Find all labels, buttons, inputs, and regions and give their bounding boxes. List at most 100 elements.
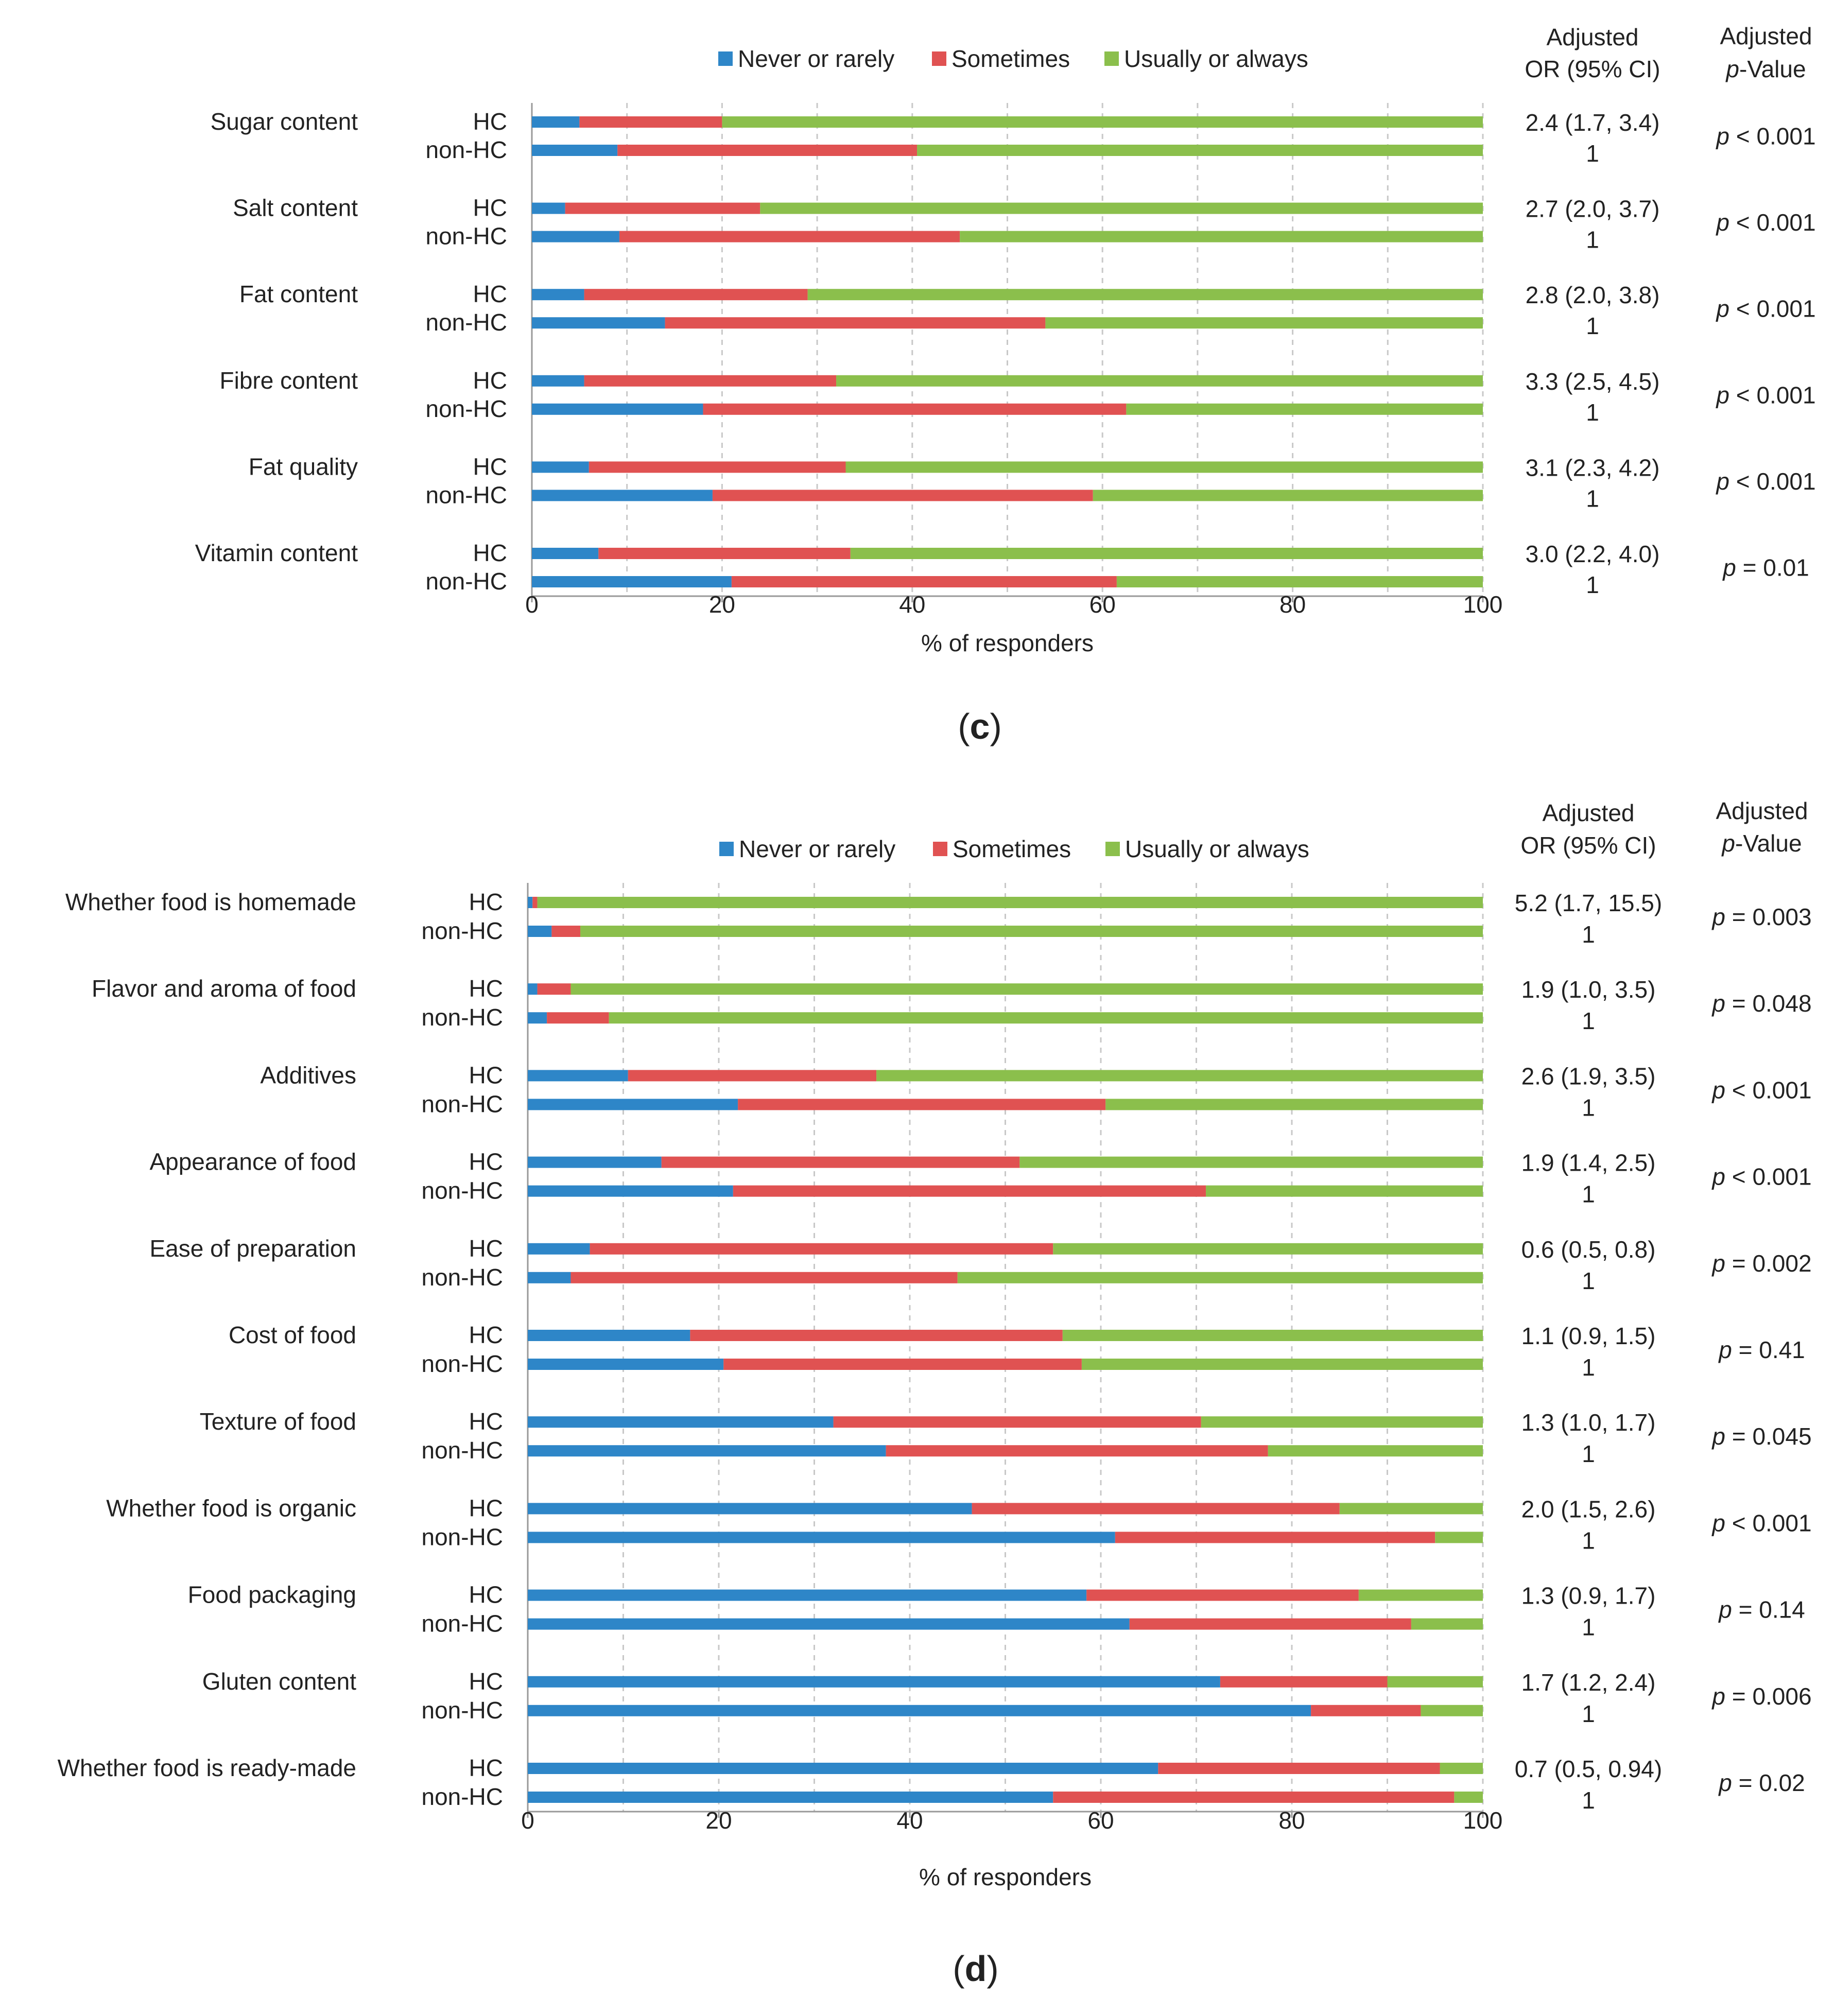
bar-nonhc-usually xyxy=(1105,1099,1483,1110)
category-label: Whether food is ready-made xyxy=(58,1754,356,1781)
bar-nonhc-never xyxy=(528,1099,738,1110)
group-label-hc: HC xyxy=(473,108,507,135)
group-label-nonhc: non-HC xyxy=(425,568,507,595)
bar-hc-usually xyxy=(807,289,1483,301)
category-label: Fat quality xyxy=(249,453,358,480)
bar-hc-sometimes xyxy=(532,897,538,908)
category-label: Gluten content xyxy=(202,1668,356,1695)
bar-hc-sometimes xyxy=(590,1243,1053,1255)
p-value-number: = 0.01 xyxy=(1736,554,1809,581)
bar-nonhc-usually xyxy=(1435,1532,1483,1543)
p-value-number: = 0.048 xyxy=(1725,990,1812,1017)
bar-nonhc-usually xyxy=(580,926,1483,937)
legend-label-sometimes: Sometimes xyxy=(953,836,1071,862)
or-value: 0.6 (0.5, 0.8) xyxy=(1521,1236,1656,1263)
bar-hc-usually xyxy=(570,983,1483,995)
bar-nonhc-never xyxy=(532,145,618,156)
p-value: p < 0.001 xyxy=(1715,381,1815,408)
x-tick-label: 20 xyxy=(709,591,735,618)
group-label-nonhc: non-HC xyxy=(425,136,507,163)
bar-nonhc-sometimes xyxy=(703,403,1127,415)
or-reference: 1 xyxy=(1582,1007,1595,1034)
p-value: p = 0.41 xyxy=(1718,1336,1805,1363)
or-header-line1: Adjusted xyxy=(1542,800,1634,826)
bar-nonhc-sometimes xyxy=(733,1185,1206,1197)
p-value: p < 0.001 xyxy=(1715,209,1815,236)
x-tick-label: 60 xyxy=(1087,1807,1114,1834)
bar-hc-sometimes xyxy=(565,202,760,214)
or-header-line2: OR (95% CI) xyxy=(1520,832,1656,859)
bar-nonhc-sometimes xyxy=(665,317,1046,329)
bar-nonhc-never xyxy=(528,1792,1053,1803)
bar-hc-never xyxy=(528,897,533,908)
group-label-nonhc: non-HC xyxy=(421,1090,503,1117)
gridlines xyxy=(622,883,1484,1812)
bar-hc-usually xyxy=(1339,1503,1483,1515)
bar-hc-never xyxy=(532,548,599,559)
or-header-line2: OR (95% CI) xyxy=(1525,56,1660,82)
group-label-hc: HC xyxy=(469,975,503,1002)
p-header-line1: Adjusted xyxy=(1716,797,1808,824)
bar-nonhc-usually xyxy=(1454,1792,1483,1803)
legend-swatch-sometimes xyxy=(933,842,947,856)
p-value-number: < 0.001 xyxy=(1725,1076,1812,1103)
p-value: p < 0.001 xyxy=(1715,123,1815,150)
bar-nonhc-sometimes xyxy=(723,1359,1082,1370)
group-label-hc: HC xyxy=(473,367,507,394)
p-value-number: = 0.002 xyxy=(1725,1250,1812,1277)
bar-nonhc-sometimes xyxy=(886,1445,1268,1457)
or-reference: 1 xyxy=(1582,1527,1595,1554)
p-value-symbol: p xyxy=(1718,1596,1732,1623)
gridlines xyxy=(626,103,1484,596)
bar-nonhc-usually xyxy=(1206,1185,1483,1197)
group-label-nonhc: non-HC xyxy=(421,1523,503,1550)
bar-nonhc-usually xyxy=(1093,490,1483,501)
bar-nonhc-usually xyxy=(960,231,1483,242)
legend: Never or rarely Sometimes Usually or alway… xyxy=(719,836,1309,862)
bar-hc-sometimes xyxy=(690,1330,1063,1341)
bar-nonhc-never xyxy=(528,1445,886,1457)
p-value-symbol: p xyxy=(1718,1769,1732,1796)
category-label: Whether food is organic xyxy=(106,1494,356,1521)
x-tick-label: 40 xyxy=(896,1807,923,1834)
or-reference: 1 xyxy=(1586,399,1599,426)
or-value: 1.3 (1.0, 1.7) xyxy=(1521,1409,1656,1436)
bar-hc-never xyxy=(528,1763,1158,1774)
x-tick-label: 40 xyxy=(899,591,925,618)
p-value-symbol: p xyxy=(1711,1163,1725,1190)
p-value-symbol: p xyxy=(1711,903,1725,930)
p-value-number: < 0.001 xyxy=(1729,296,1816,322)
bar-hc-sometimes xyxy=(584,289,808,301)
legend: Never or rarely Sometimes Usually or alway… xyxy=(718,45,1308,72)
bar-hc-never xyxy=(532,461,589,473)
group-label-hc: HC xyxy=(469,1408,503,1435)
bar-hc-never xyxy=(528,1330,690,1341)
p-value: p = 0.045 xyxy=(1711,1423,1811,1450)
bar-nonhc-usually xyxy=(1126,403,1483,415)
bar-hc-sometimes xyxy=(598,548,851,559)
bar-nonhc-never xyxy=(528,1618,1130,1630)
bar-nonhc-never xyxy=(528,1532,1115,1543)
panel-letter: c xyxy=(970,706,990,746)
or-value: 2.8 (2.0, 3.8) xyxy=(1526,282,1660,308)
p-value: p = 0.02 xyxy=(1718,1769,1805,1796)
category-label: Food packaging xyxy=(188,1581,356,1608)
bar-hc-usually xyxy=(836,375,1483,387)
group-label-hc: HC xyxy=(469,1062,503,1088)
group-label-nonhc: non-HC xyxy=(421,917,503,944)
group-label-hc: HC xyxy=(469,1754,503,1781)
bar-nonhc-sometimes xyxy=(1311,1705,1421,1716)
or-reference: 1 xyxy=(1586,485,1599,512)
p-header-line2: p-Value xyxy=(1725,56,1806,82)
group-label-nonhc: non-HC xyxy=(425,309,507,336)
group-label-nonhc: non-HC xyxy=(421,1350,503,1377)
p-value: p = 0.006 xyxy=(1711,1683,1811,1710)
